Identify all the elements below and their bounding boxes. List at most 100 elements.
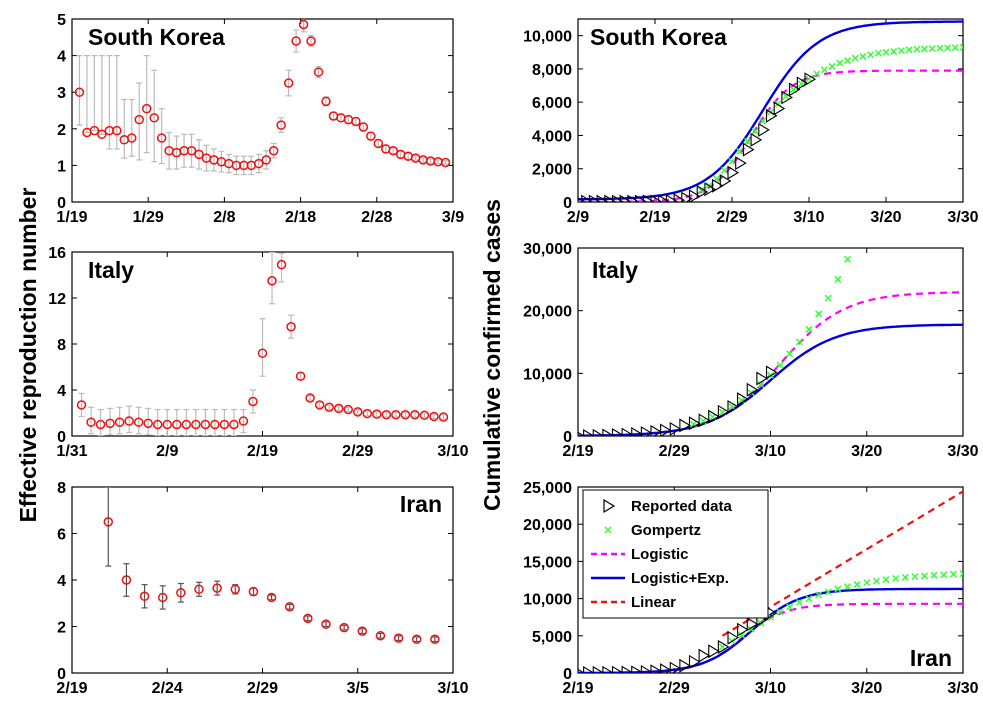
reported-point	[578, 431, 586, 436]
x-tick-label: 2/19	[247, 443, 278, 460]
panel-iran-reproduction: 0 2 4 6 8 2/19 2/24 2/29 3/5 3/10 Iran	[56, 480, 468, 697]
gompertz-point	[759, 117, 767, 125]
data-point	[210, 419, 220, 430]
plot-area	[578, 255, 963, 436]
logistic-exp-curve	[578, 323, 963, 436]
logistic-exp-curve	[578, 20, 963, 201]
x-tick-label: 2/29	[247, 680, 278, 697]
gompertz-point	[836, 59, 844, 67]
data-point	[351, 116, 361, 127]
gompertz-point	[834, 275, 842, 283]
y-tick-label: 12	[48, 291, 66, 308]
y-tick-label: 0	[563, 195, 572, 212]
ylabel-left: Effective reproduction number	[15, 188, 41, 523]
gompertz-point	[736, 147, 744, 155]
plot-area	[578, 20, 963, 202]
y-tick-label: 2	[57, 122, 66, 139]
reported-point	[698, 413, 711, 428]
x-tick-label: 2/29	[342, 443, 373, 460]
data-point	[343, 404, 353, 415]
y-tick-label: 20,000	[523, 304, 572, 321]
y-tick-label: 6,000	[532, 95, 572, 112]
data-point	[74, 87, 85, 97]
data-point	[381, 409, 392, 420]
y-tick-label: 4	[57, 49, 66, 66]
logistic-curve	[578, 69, 963, 202]
gompertz-point	[867, 51, 875, 59]
data-point	[372, 409, 382, 419]
reported-point	[669, 421, 682, 436]
gompertz-point	[928, 45, 936, 53]
x-tick-label: 2/19	[562, 443, 593, 460]
gompertz-point	[959, 43, 963, 51]
gompertz-point	[834, 585, 842, 593]
gompertz-point	[697, 186, 705, 194]
data-point	[95, 419, 106, 430]
data-point	[139, 591, 150, 602]
x-tick-label: 3/10	[755, 680, 786, 697]
y-tick-label: 10,000	[523, 592, 572, 609]
y-tick-label: 0	[563, 429, 572, 446]
gompertz-point	[882, 576, 890, 584]
data-point	[229, 419, 239, 430]
x-tick-label: 2/9	[567, 209, 589, 226]
reported-point	[679, 418, 691, 433]
legend: Reported data Gompertz Logistic Logistic+Ex…	[582, 489, 769, 619]
reported-point	[719, 174, 732, 188]
reported-point	[621, 427, 634, 436]
reported-point	[679, 658, 691, 673]
y-tick-label: 10,000	[523, 29, 572, 46]
y-tick-label: 2	[57, 620, 66, 637]
gompertz-point	[757, 381, 765, 389]
y-tick-label: 8	[57, 337, 66, 354]
reported-point	[765, 365, 778, 380]
y-tick-label: 4	[57, 383, 66, 400]
x-tick-label: 1/19	[56, 209, 87, 226]
data-point	[141, 103, 152, 114]
gompertz-point	[930, 571, 938, 579]
data-point	[411, 634, 422, 645]
gompertz-point	[843, 255, 852, 263]
y-tick-label: 10,000	[523, 366, 572, 383]
gompertz-point	[890, 47, 898, 55]
reported-point	[712, 178, 724, 193]
reported-point	[765, 108, 778, 123]
legend-label: Linear	[631, 594, 676, 611]
axes-frame	[71, 18, 454, 203]
data-point	[362, 408, 373, 419]
data-point	[324, 402, 334, 412]
gompertz-point	[882, 48, 890, 56]
data-point	[339, 622, 349, 633]
data-point	[257, 348, 268, 358]
reported-point	[611, 665, 624, 673]
reported-point	[758, 122, 770, 137]
reported-point	[737, 622, 749, 637]
gompertz-point	[874, 49, 882, 57]
data-point	[410, 409, 420, 420]
x-tick-label: 3/20	[851, 680, 882, 697]
data-point	[375, 631, 386, 641]
reported-point	[746, 617, 759, 632]
gompertz-point	[776, 608, 784, 616]
data-point	[248, 586, 259, 597]
data-point	[388, 146, 398, 156]
reported-point	[635, 194, 647, 202]
gompertz-point	[920, 45, 929, 53]
data-point	[283, 78, 294, 88]
data-point	[419, 410, 430, 421]
data-point	[393, 633, 404, 643]
reported-point	[688, 189, 701, 202]
legend-label: Reported data	[631, 498, 733, 515]
reported-point	[727, 630, 740, 645]
reported-point	[735, 156, 747, 171]
data-point	[157, 592, 168, 603]
x-tick-label: 2/29	[659, 443, 690, 460]
gompertz-point	[743, 137, 751, 145]
data-point	[286, 322, 296, 332]
panel-iran-cases: 0 5,000 10,000 15,000 20,000 25,000 2/19 2/29 3/…	[523, 480, 979, 697]
reported-point	[611, 428, 624, 436]
reported-point	[708, 409, 720, 424]
data-point	[86, 417, 96, 427]
legend-marker	[604, 526, 612, 534]
